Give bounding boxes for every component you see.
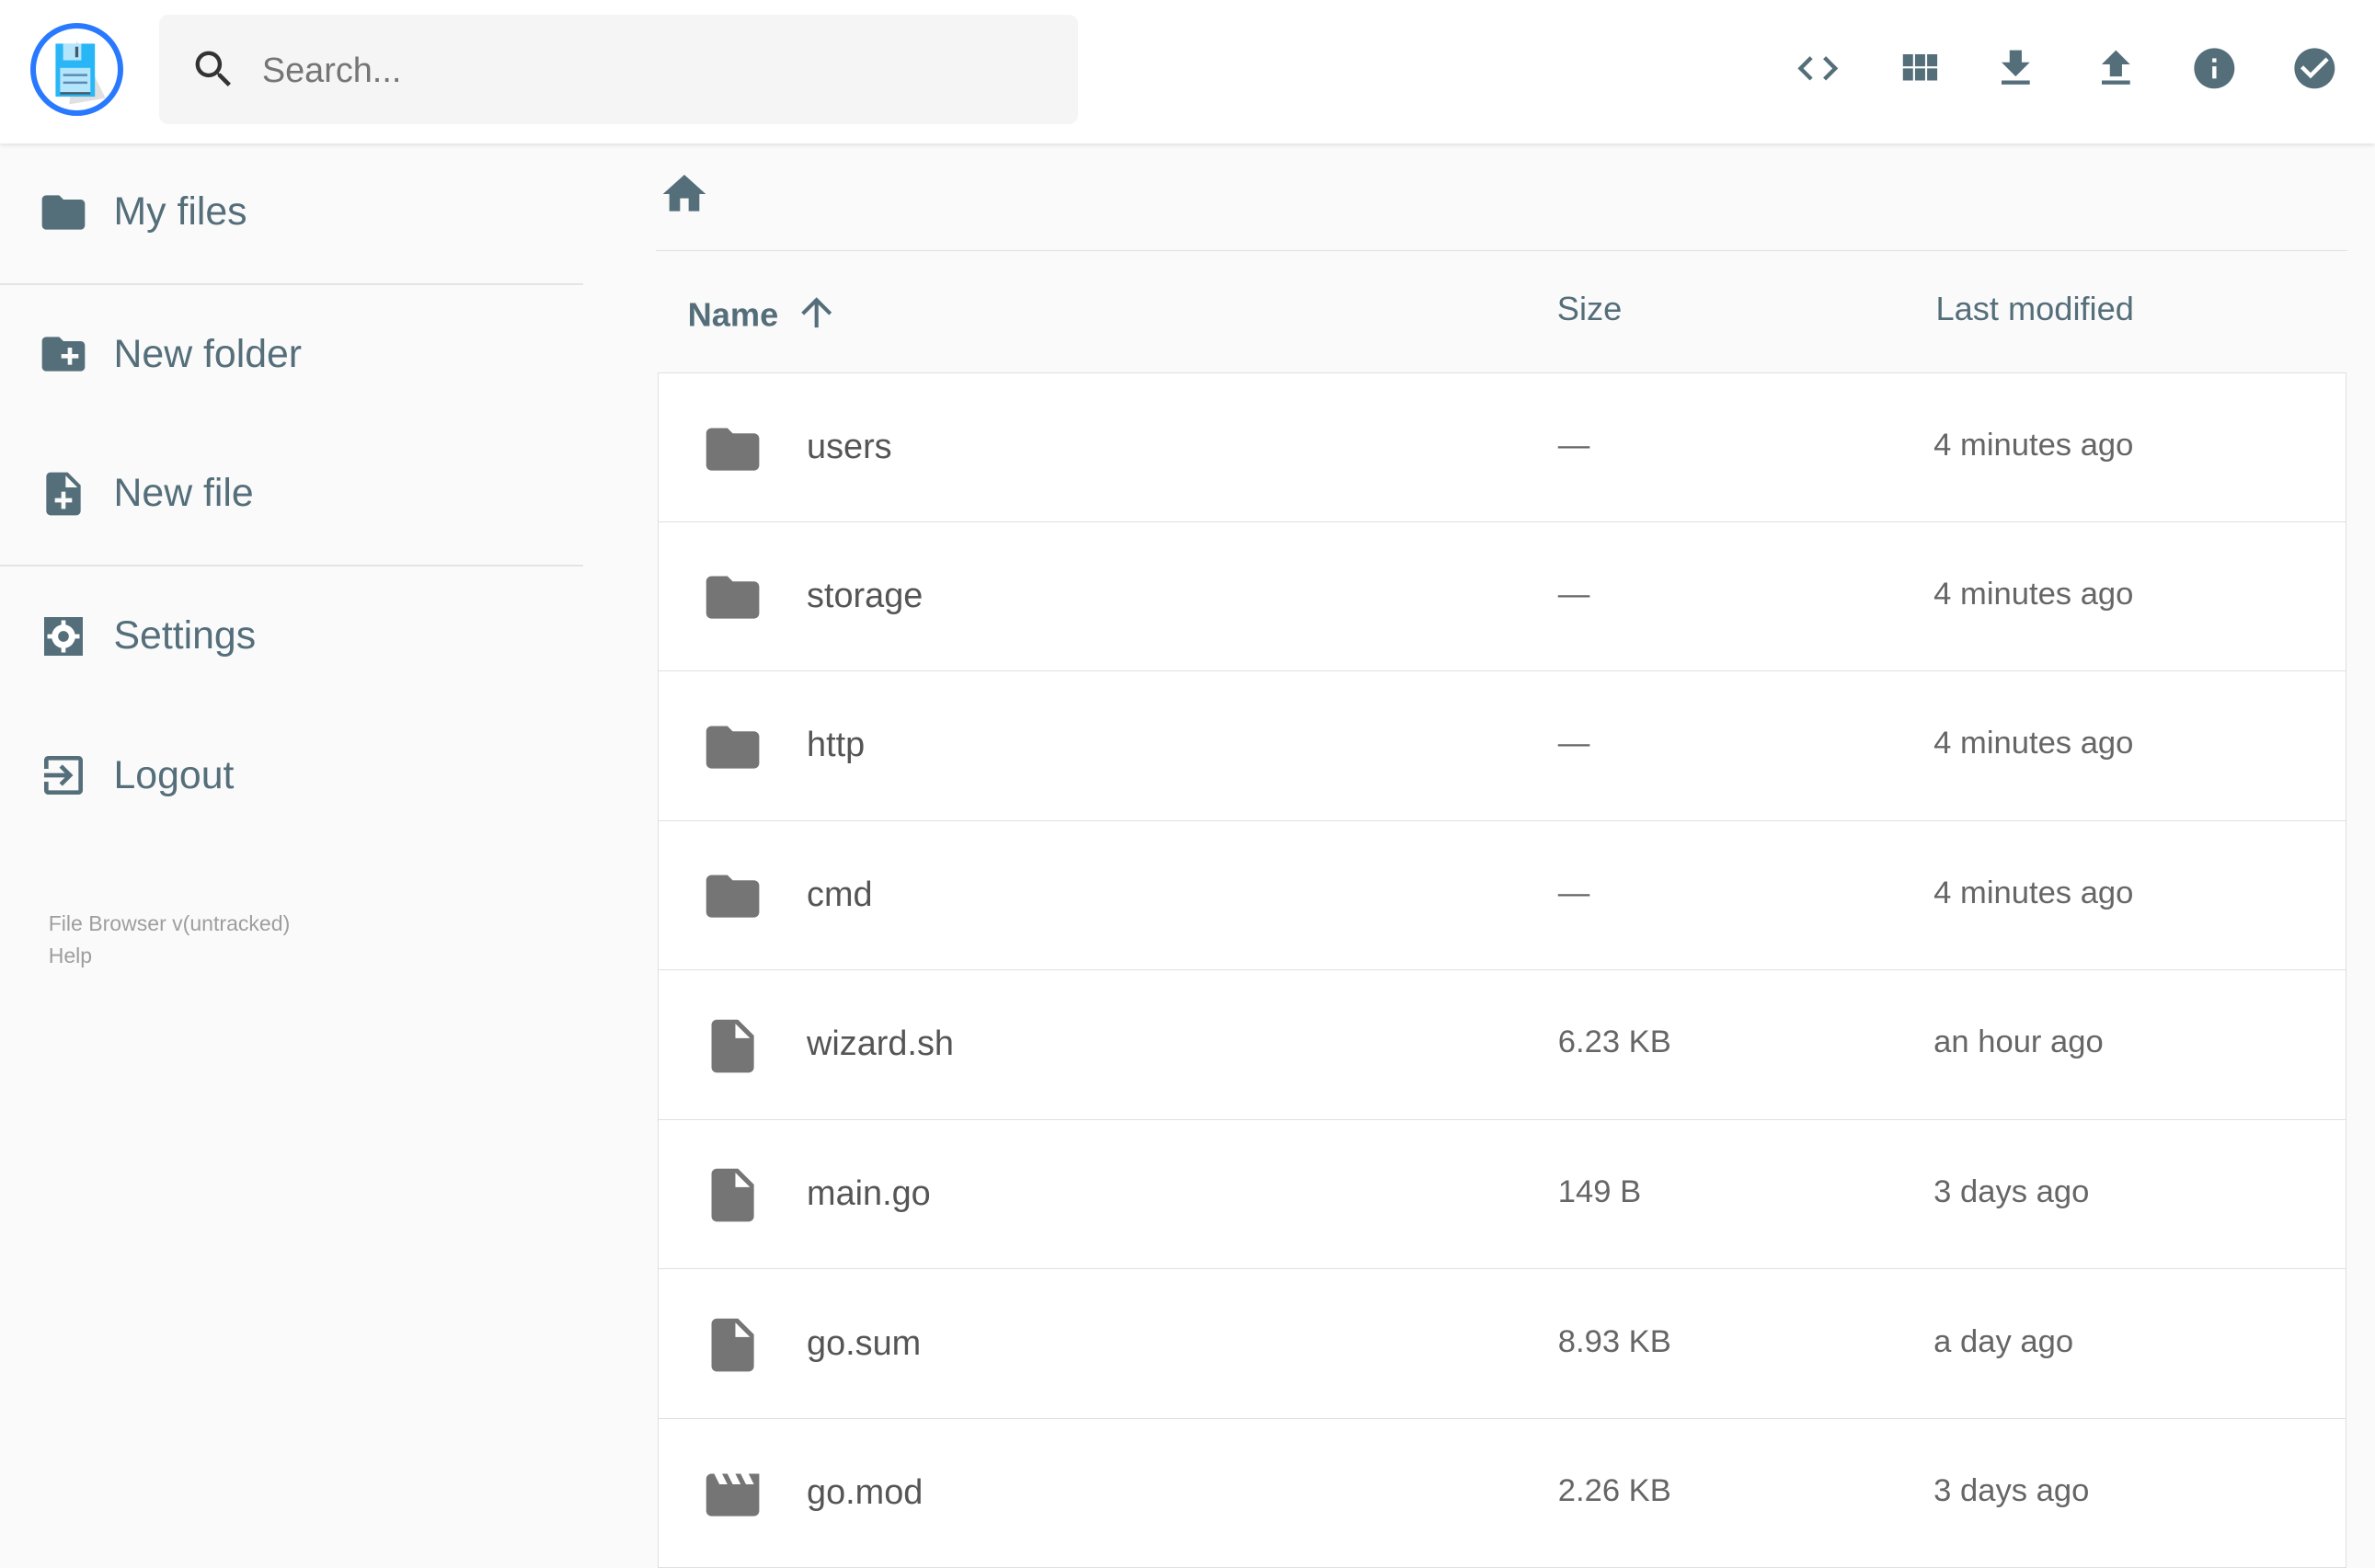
table-row[interactable]: storage — 4 minutes ago xyxy=(657,521,2347,671)
file-name: users xyxy=(807,428,892,467)
top-bar xyxy=(0,0,2375,144)
sidebar-item-my-files[interactable]: My files xyxy=(0,166,583,258)
info-icon[interactable] xyxy=(2190,44,2239,93)
file-size: — xyxy=(1557,726,1590,761)
table-row[interactable]: go.sum 8.93 KB a day ago xyxy=(657,1269,2347,1419)
sidebar-item-label: Settings xyxy=(113,613,257,658)
file-modified: 4 minutes ago xyxy=(1933,726,2134,761)
sidebar-item-logout[interactable]: Logout xyxy=(0,730,583,821)
divider xyxy=(0,282,583,285)
file-name: cmd xyxy=(807,875,873,914)
file-name: storage xyxy=(807,576,924,615)
file-size: — xyxy=(1557,428,1590,464)
file-size: — xyxy=(1557,875,1590,910)
table-row[interactable]: go.mod 2.26 KB 3 days ago xyxy=(657,1418,2347,1568)
folder-icon xyxy=(706,726,760,769)
file-modified: 3 days ago xyxy=(1933,1473,2090,1509)
file-modified: 4 minutes ago xyxy=(1933,875,2134,910)
grid-view-icon[interactable] xyxy=(1895,44,1944,93)
column-header-label: Name xyxy=(687,295,779,334)
folder-icon xyxy=(41,194,86,230)
column-header-name[interactable]: Name xyxy=(688,290,840,335)
file-size: — xyxy=(1557,576,1590,612)
folder-icon xyxy=(706,428,760,471)
folder-icon xyxy=(706,875,760,919)
sidebar-item-settings[interactable]: Settings xyxy=(0,590,583,681)
exit-icon xyxy=(44,756,84,795)
sidebar-item-label: New folder xyxy=(113,331,303,376)
logo[interactable] xyxy=(29,22,123,116)
column-header-modified[interactable]: Last modified xyxy=(1935,289,2134,327)
sidebar-item-new-folder[interactable]: New folder xyxy=(0,309,583,400)
file-modified: 4 minutes ago xyxy=(1933,576,2134,612)
file-modified: an hour ago xyxy=(1933,1024,2104,1060)
settings-icon xyxy=(44,616,84,656)
file-icon xyxy=(711,1169,754,1222)
sidebar-item-new-file[interactable]: New file xyxy=(0,448,583,539)
file-size: 6.23 KB xyxy=(1557,1024,1671,1060)
table-row[interactable]: users — 4 minutes ago xyxy=(657,372,2347,523)
file-icon xyxy=(711,1318,754,1372)
file-modified: 4 minutes ago xyxy=(1933,428,2134,464)
sidebar-item-label: Logout xyxy=(113,752,235,797)
sidebar-item-label: My files xyxy=(113,189,247,234)
code-icon[interactable] xyxy=(1794,44,1842,93)
file-name: wizard.sh xyxy=(807,1024,954,1064)
search-input[interactable] xyxy=(258,42,1053,100)
help-link[interactable]: Help xyxy=(48,943,93,967)
sidebar-item-label: New file xyxy=(113,471,254,516)
column-header-size[interactable]: Size xyxy=(1556,289,1623,327)
table-row[interactable]: http — 4 minutes ago xyxy=(657,671,2347,821)
file-size: 2.26 KB xyxy=(1557,1473,1671,1509)
divider xyxy=(0,565,583,567)
file-name: http xyxy=(807,726,866,765)
version-text: File Browser v(untracked) xyxy=(48,911,291,936)
file-name: main.go xyxy=(807,1173,931,1213)
search-icon xyxy=(195,51,231,87)
file-name: go.sum xyxy=(807,1323,922,1363)
table-row[interactable]: main.go 149 B 3 days ago xyxy=(657,1119,2347,1270)
upload-icon[interactable] xyxy=(2092,44,2140,93)
file-size: 149 B xyxy=(1557,1173,1642,1209)
file-modified: a day ago xyxy=(1933,1323,2074,1359)
movie-icon xyxy=(706,1473,760,1516)
floppy-disk-icon xyxy=(55,40,106,105)
note-add-icon xyxy=(46,472,81,516)
table-row[interactable]: wizard.sh 6.23 KB an hour ago xyxy=(657,970,2347,1120)
search-bar xyxy=(158,15,1079,124)
file-size: 8.93 KB xyxy=(1557,1323,1671,1359)
file-modified: 3 days ago xyxy=(1933,1173,2090,1209)
file-icon xyxy=(711,1019,754,1073)
arrow-up-icon xyxy=(801,296,832,327)
breadcrumb-divider xyxy=(656,249,2348,252)
download-icon[interactable] xyxy=(1991,44,2040,93)
create-new-folder-icon xyxy=(41,337,86,372)
file-name: go.mod xyxy=(807,1473,924,1513)
folder-icon xyxy=(706,576,760,619)
check-circle-icon[interactable] xyxy=(2290,44,2339,93)
table-row[interactable]: cmd — 4 minutes ago xyxy=(657,820,2347,971)
home-icon[interactable] xyxy=(659,168,710,220)
